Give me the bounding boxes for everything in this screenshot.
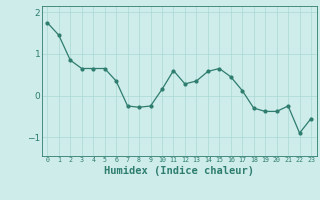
X-axis label: Humidex (Indice chaleur): Humidex (Indice chaleur)	[104, 166, 254, 176]
